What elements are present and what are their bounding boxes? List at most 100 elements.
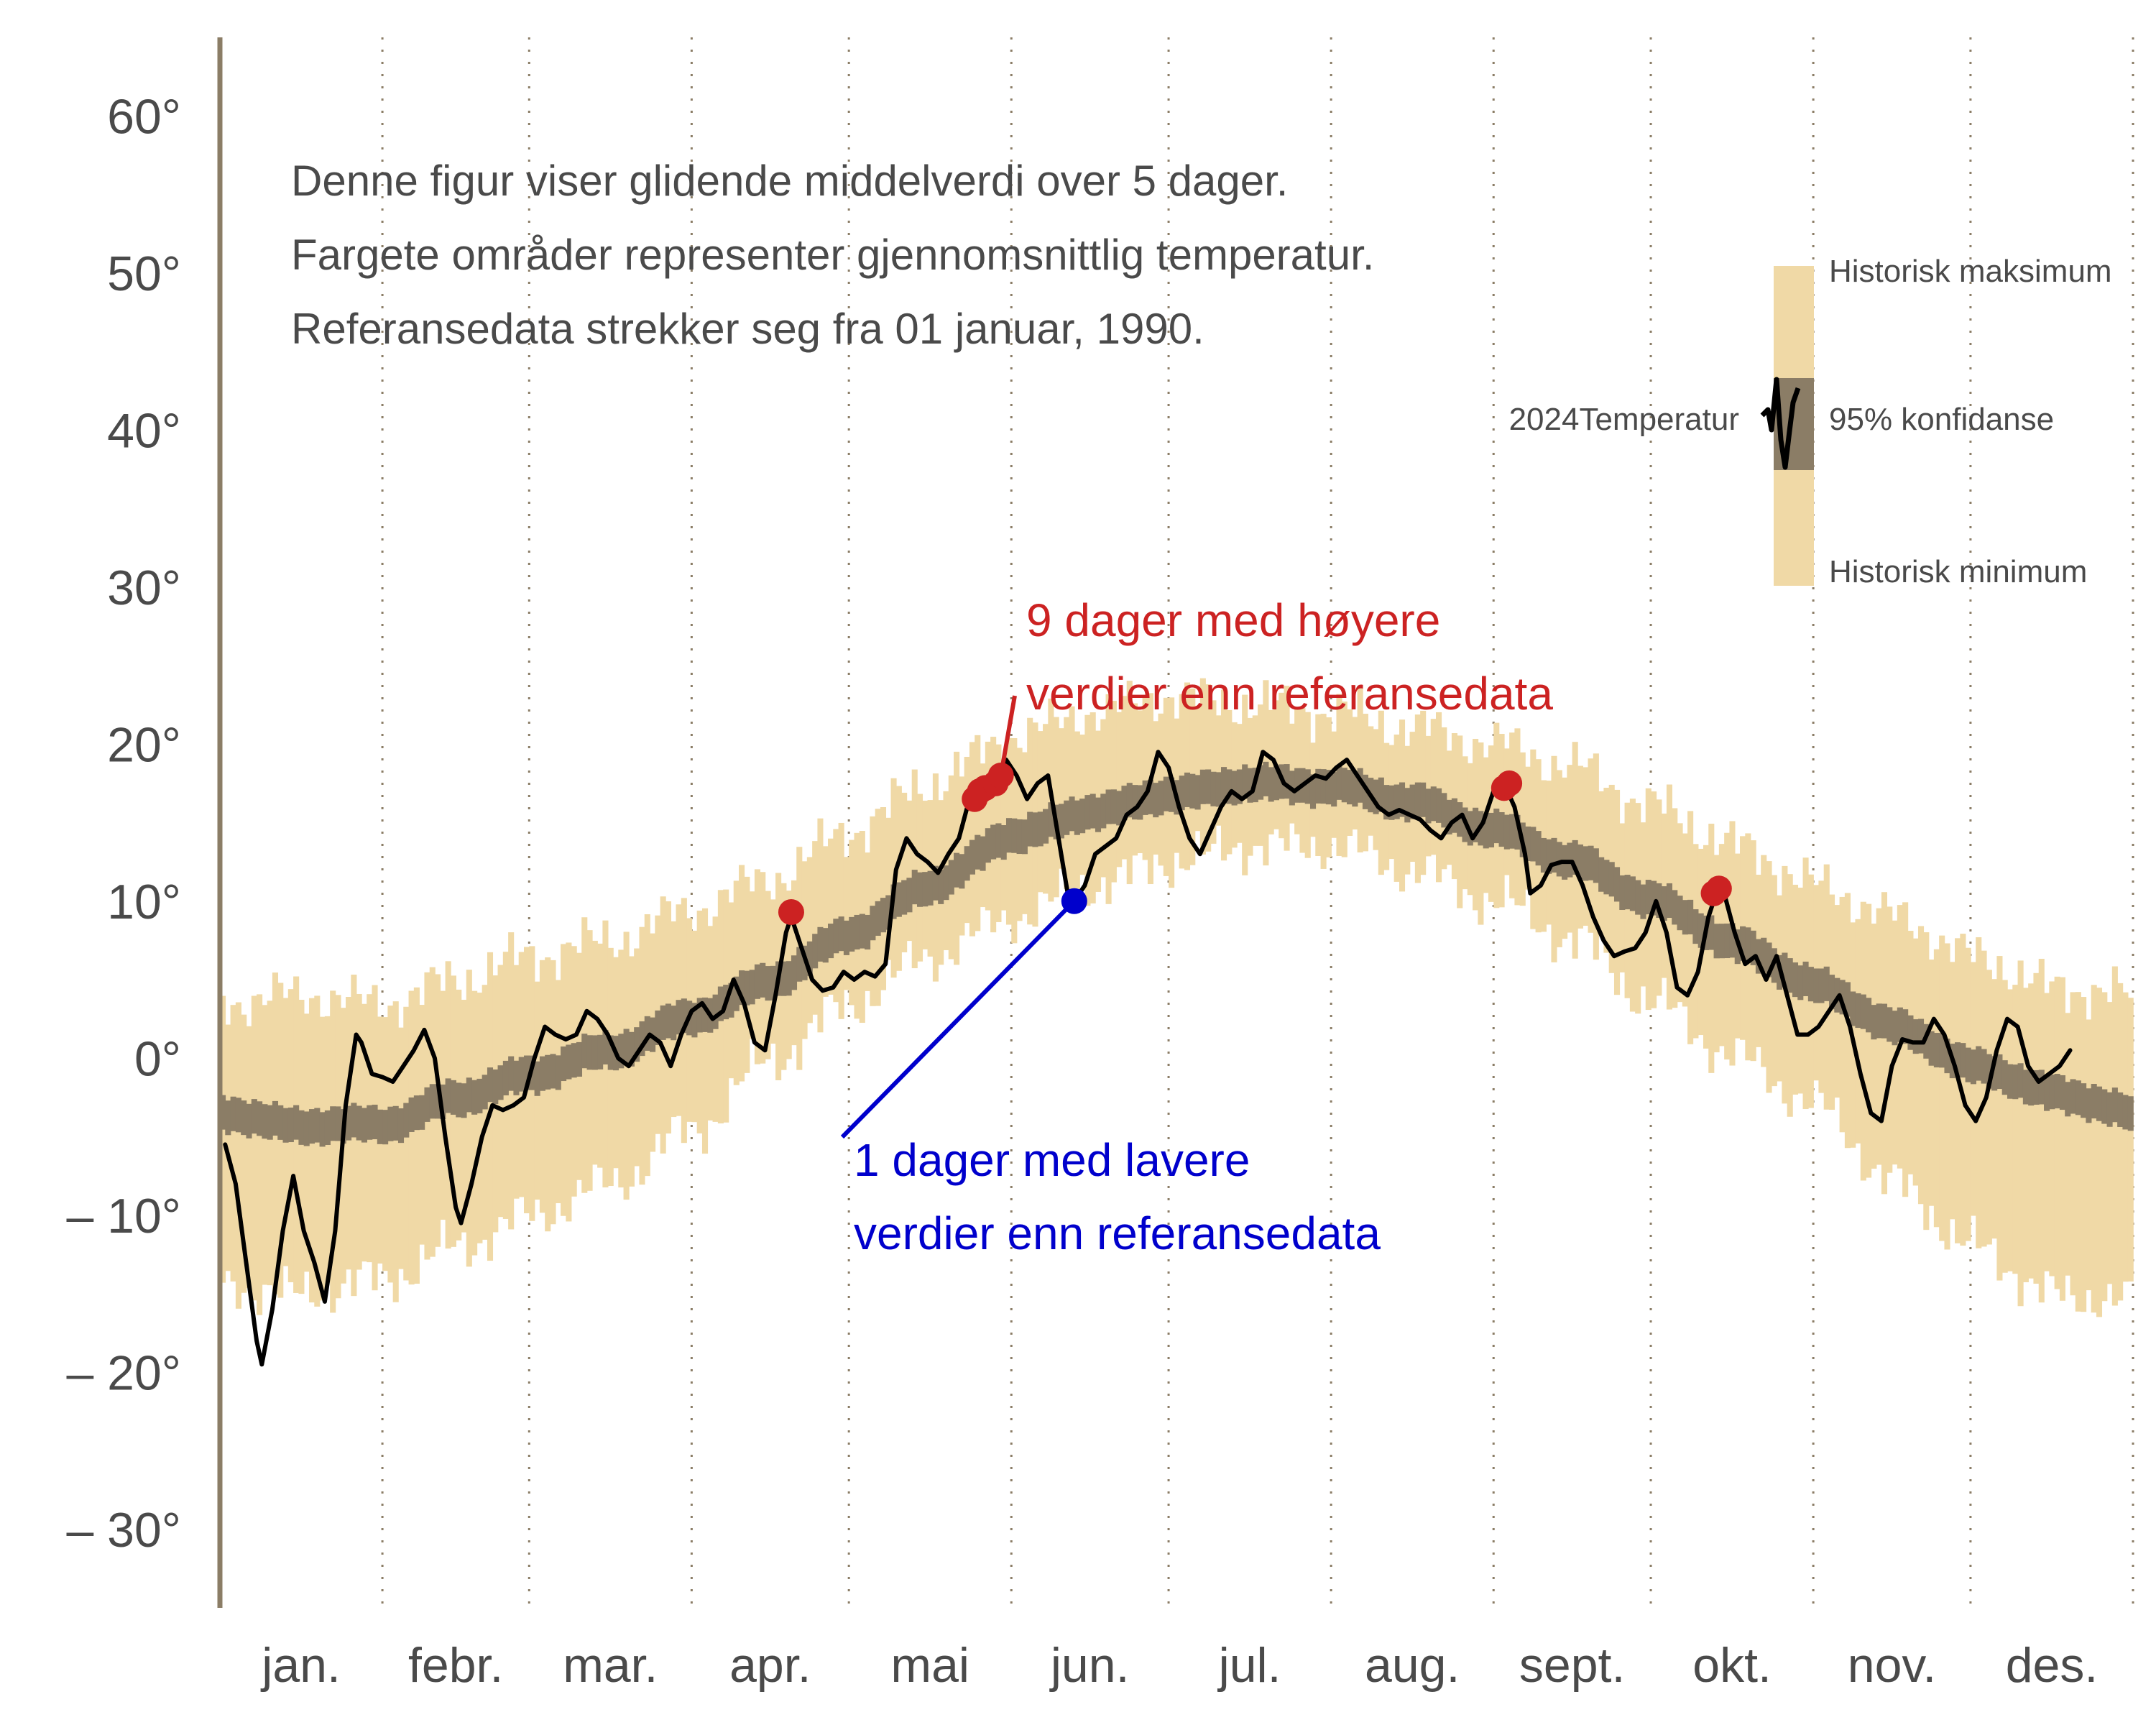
historic-range-bar <box>2033 972 2040 1284</box>
confidence-bar <box>817 926 824 962</box>
confidence-bar <box>870 906 876 941</box>
confidence-bar <box>1850 991 1856 1026</box>
confidence-bar <box>361 1108 368 1143</box>
historic-range-bar <box>2127 998 2134 1282</box>
historic-range-bar <box>1881 892 1888 1195</box>
confidence-bar <box>397 1108 405 1144</box>
historic-range-bar <box>1043 724 1049 894</box>
historic-range-bar <box>2086 1019 2092 1291</box>
historic-range-bar <box>2106 1002 2113 1284</box>
confidence-bar <box>1928 1031 1935 1066</box>
confidence-bar <box>1603 860 1610 895</box>
confidence-bar <box>980 836 986 871</box>
extreme-points <box>778 762 1732 926</box>
confidence-bar <box>1656 883 1662 918</box>
historic-range-bar <box>975 735 981 932</box>
historic-range-bar <box>476 993 483 1243</box>
confidence-bar <box>770 965 776 1000</box>
historic-range-bar <box>1923 932 1930 1230</box>
confidence-bar <box>1268 767 1274 802</box>
confidence-bar <box>1189 773 1196 809</box>
confidence-bar <box>241 1100 247 1136</box>
confidence-bar <box>1718 924 1725 959</box>
confidence-bar <box>461 1083 467 1118</box>
notes-block: Denne figur viser glidende middelverdi o… <box>291 157 1374 353</box>
historic-range-bar <box>1917 926 1925 1205</box>
confidence-bar <box>812 934 819 969</box>
confidence-bar <box>1750 930 1756 965</box>
confidence-bar <box>948 860 954 895</box>
confidence-bar <box>1917 1018 1925 1054</box>
confidence-bar <box>403 1103 410 1138</box>
confidence-bar <box>1755 939 1761 974</box>
confidence-bar <box>969 840 976 875</box>
historic-range-bar <box>822 846 829 997</box>
confidence-bar <box>1021 819 1028 855</box>
confidence-bar <box>1451 798 1457 833</box>
confidence-bar <box>1572 840 1578 875</box>
confidence-bar <box>1341 768 1348 803</box>
confidence-bar <box>1284 764 1290 799</box>
confidence-bar <box>2033 1070 2040 1105</box>
high-point <box>1496 770 1523 796</box>
confidence-bar <box>1404 788 1411 823</box>
confidence-bar <box>681 998 687 1034</box>
confidence-bar <box>1184 772 1191 807</box>
confidence-bar <box>1787 958 1793 993</box>
confidence-bar <box>1828 975 1835 1010</box>
high-point <box>778 899 804 926</box>
confidence-bar <box>1645 880 1651 915</box>
confidence-bar <box>518 1057 525 1092</box>
confidence-bar <box>2086 1088 2092 1123</box>
confidence-bar <box>308 1109 315 1144</box>
confidence-bar <box>424 1087 430 1122</box>
confidence-bar <box>964 846 970 881</box>
confidence-bar <box>665 1003 672 1039</box>
historic-range-bar <box>2038 958 2045 1303</box>
confidence-bar <box>502 1060 509 1095</box>
historic-range-bar <box>387 1006 394 1283</box>
confidence-bar <box>235 1098 241 1133</box>
confidence-bar <box>1598 857 1605 892</box>
historic-range-bar <box>812 841 819 1015</box>
historic-range-bar <box>545 957 551 1232</box>
confidence-bar <box>1084 795 1091 830</box>
y-tick-label: 0° <box>134 1031 181 1086</box>
confidence-bar <box>932 865 939 901</box>
historic-range-bar <box>566 942 572 1222</box>
historic-range-bar <box>885 817 892 960</box>
confidence-bar <box>581 1034 588 1069</box>
confidence-bar <box>1629 876 1636 911</box>
historic-range-bar <box>2070 992 2076 1296</box>
confidence-bar <box>1844 982 1851 1017</box>
historic-range-bar <box>2117 983 2124 1301</box>
confidence-bar <box>1005 818 1013 853</box>
historic-range-bar <box>2049 981 2055 1276</box>
confidence-bar <box>959 854 965 889</box>
confidence-bar <box>492 1069 499 1105</box>
historic-range-bar <box>408 990 415 1285</box>
confidence-bar <box>796 947 803 982</box>
confidence-bar <box>1325 770 1332 805</box>
confidence-bar <box>875 901 881 936</box>
confidence-bar <box>303 1111 310 1146</box>
x-tick-label: mar. <box>563 1638 658 1693</box>
historic-range-bar <box>969 742 976 937</box>
confidence-bar <box>497 1065 504 1100</box>
historic-range-bar <box>2091 985 2097 1313</box>
confidence-bar <box>1116 791 1123 826</box>
confidence-bar <box>916 872 923 907</box>
confidence-bar <box>1242 764 1248 799</box>
confidence-bar <box>287 1107 294 1143</box>
x-tick-label: febr. <box>408 1638 503 1693</box>
confidence-bar <box>1357 768 1363 803</box>
confidence-bar <box>2059 1075 2065 1110</box>
confidence-bar <box>1682 900 1688 935</box>
confidence-bar <box>639 1021 645 1057</box>
confidence-bar <box>392 1105 399 1141</box>
confidence-bar <box>733 976 740 1011</box>
confidence-bar <box>1902 1009 1909 1044</box>
confidence-bar <box>1713 924 1720 959</box>
confidence-bar <box>786 961 792 996</box>
confidence-bar <box>1666 883 1673 919</box>
